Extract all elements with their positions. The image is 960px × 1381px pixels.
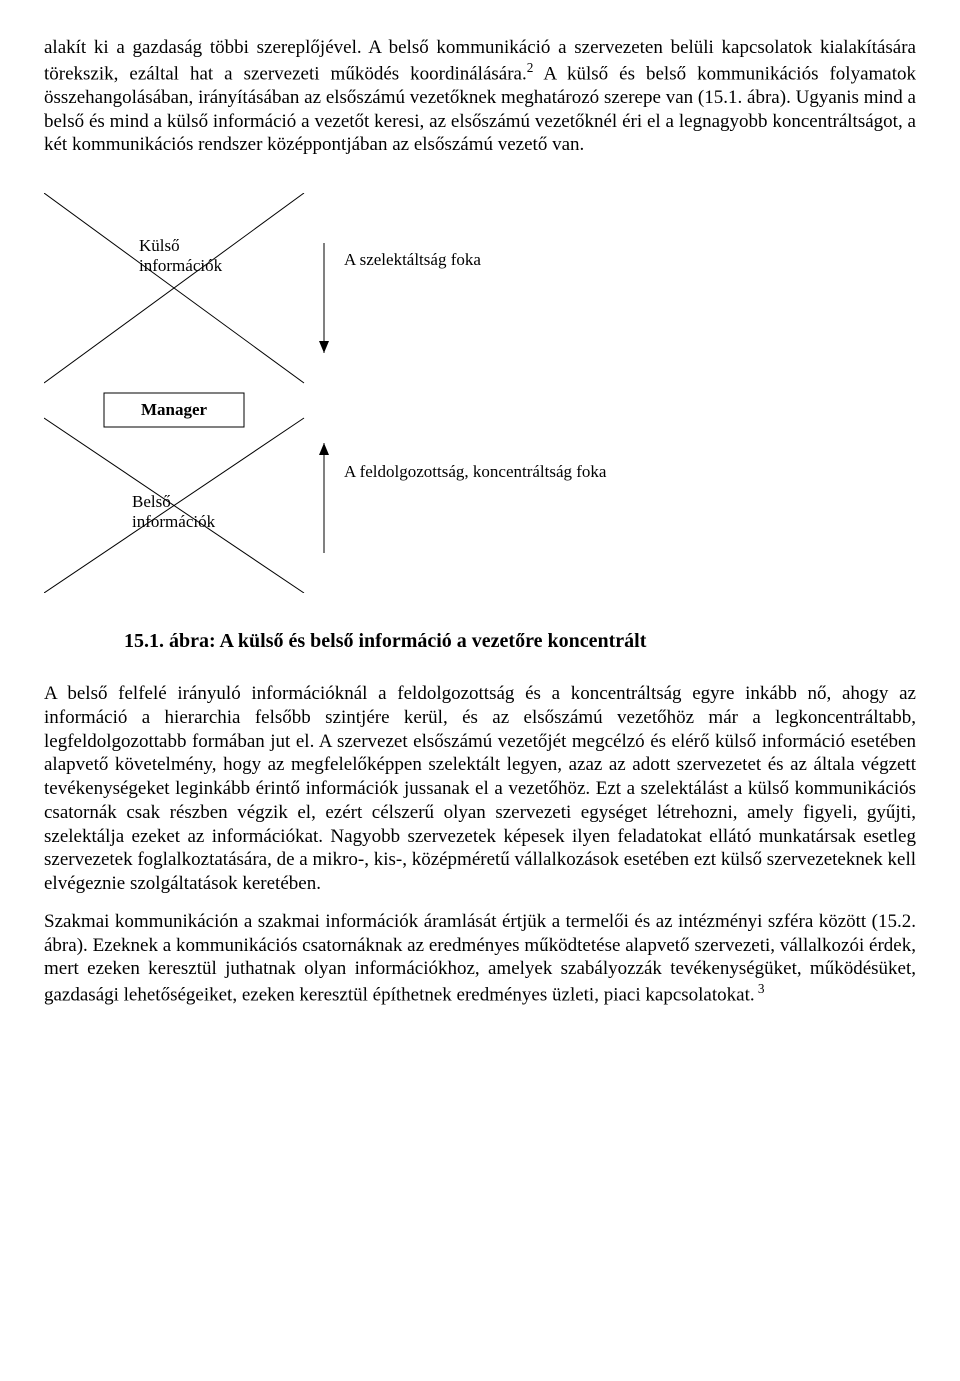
svg-text:Külső: Külső [139, 236, 180, 255]
figure-15-1-caption: 15.1. ábra: A külső és belső információ … [124, 629, 916, 654]
footnote-ref-3: 3 [755, 981, 765, 996]
paragraph-2: A belső felfelé irányuló információknál … [44, 682, 916, 896]
svg-text:A szelektáltság foka: A szelektáltság foka [344, 250, 481, 269]
svg-text:A feldolgozottság, koncentrált: A feldolgozottság, koncentráltság foka [344, 462, 607, 481]
paragraph-3-text: Szakmai kommunikáción a szakmai informác… [44, 911, 916, 1006]
figure-15-1-diagram: ManagerKülsőinformációkA szelektáltság f… [44, 193, 916, 593]
paragraph-1: alakít ki a gazdaság többi szereplőjével… [44, 36, 916, 157]
svg-text:Manager: Manager [141, 400, 208, 419]
svg-text:Belső: Belső [132, 492, 171, 511]
svg-text:információk: információk [132, 512, 216, 531]
diagram-svg: ManagerKülsőinformációkA szelektáltság f… [44, 193, 744, 593]
paragraph-3: Szakmai kommunikáción a szakmai informác… [44, 910, 916, 1007]
svg-text:információk: információk [139, 256, 223, 275]
